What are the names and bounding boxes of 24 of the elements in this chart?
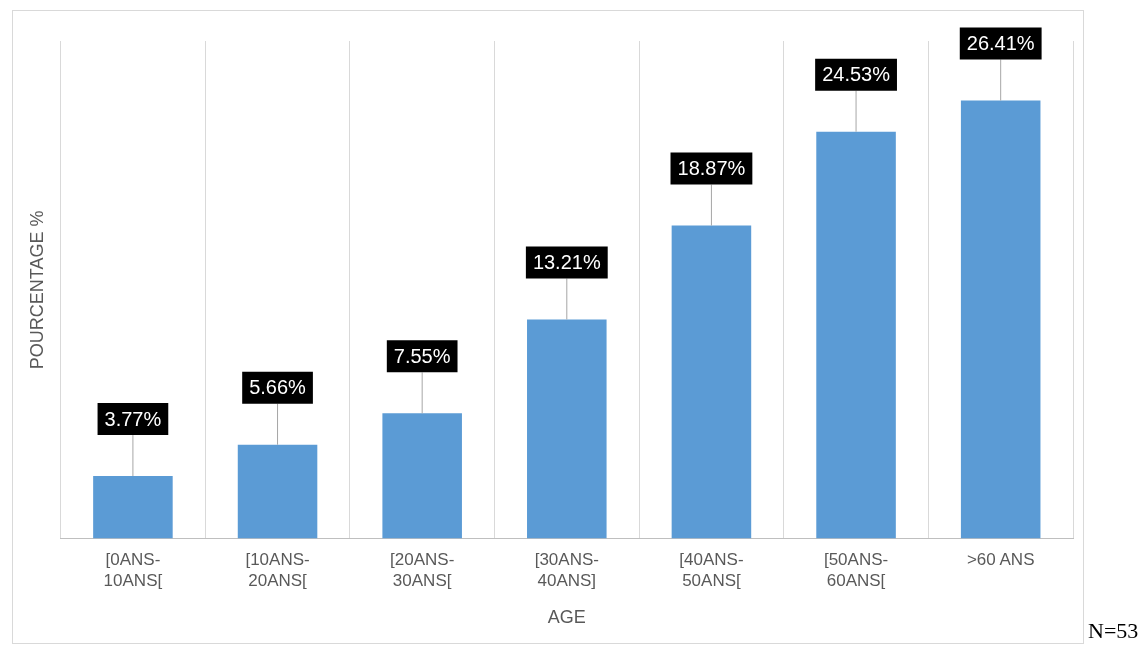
data-label: 5.66% (249, 376, 307, 399)
bar (671, 225, 752, 539)
data-label: 3.77% (104, 407, 162, 430)
x-tick-label: [50ANS-60ANS[ (823, 550, 889, 590)
bar (93, 476, 173, 539)
x-tick-label: [10ANS-20ANS[ (245, 550, 310, 590)
y-axis-title: POURCENTAGE % (26, 210, 47, 370)
bar (816, 131, 896, 539)
bar (237, 444, 318, 539)
bar (960, 100, 1041, 539)
text: N=53 (1088, 618, 1139, 644)
bar (382, 413, 462, 539)
data-label: 7.55% (393, 344, 451, 367)
x-tick-label: >60 ANS (966, 550, 1035, 570)
bar (527, 319, 607, 539)
x-axis-title: AGE (547, 607, 586, 628)
x-tick-label: [0ANS-10ANS[ (103, 550, 163, 590)
data-label: 18.87% (677, 157, 746, 180)
data-label: 26.41% (966, 32, 1035, 55)
x-tick-label: [40ANS-50ANS[ (679, 550, 744, 590)
x-tick-label: [30ANS-40ANS] (534, 550, 599, 590)
data-label: 13.21% (532, 251, 601, 274)
x-tick-label: [20ANS-30ANS[ (390, 550, 455, 590)
data-label: 24.53% (822, 63, 891, 86)
